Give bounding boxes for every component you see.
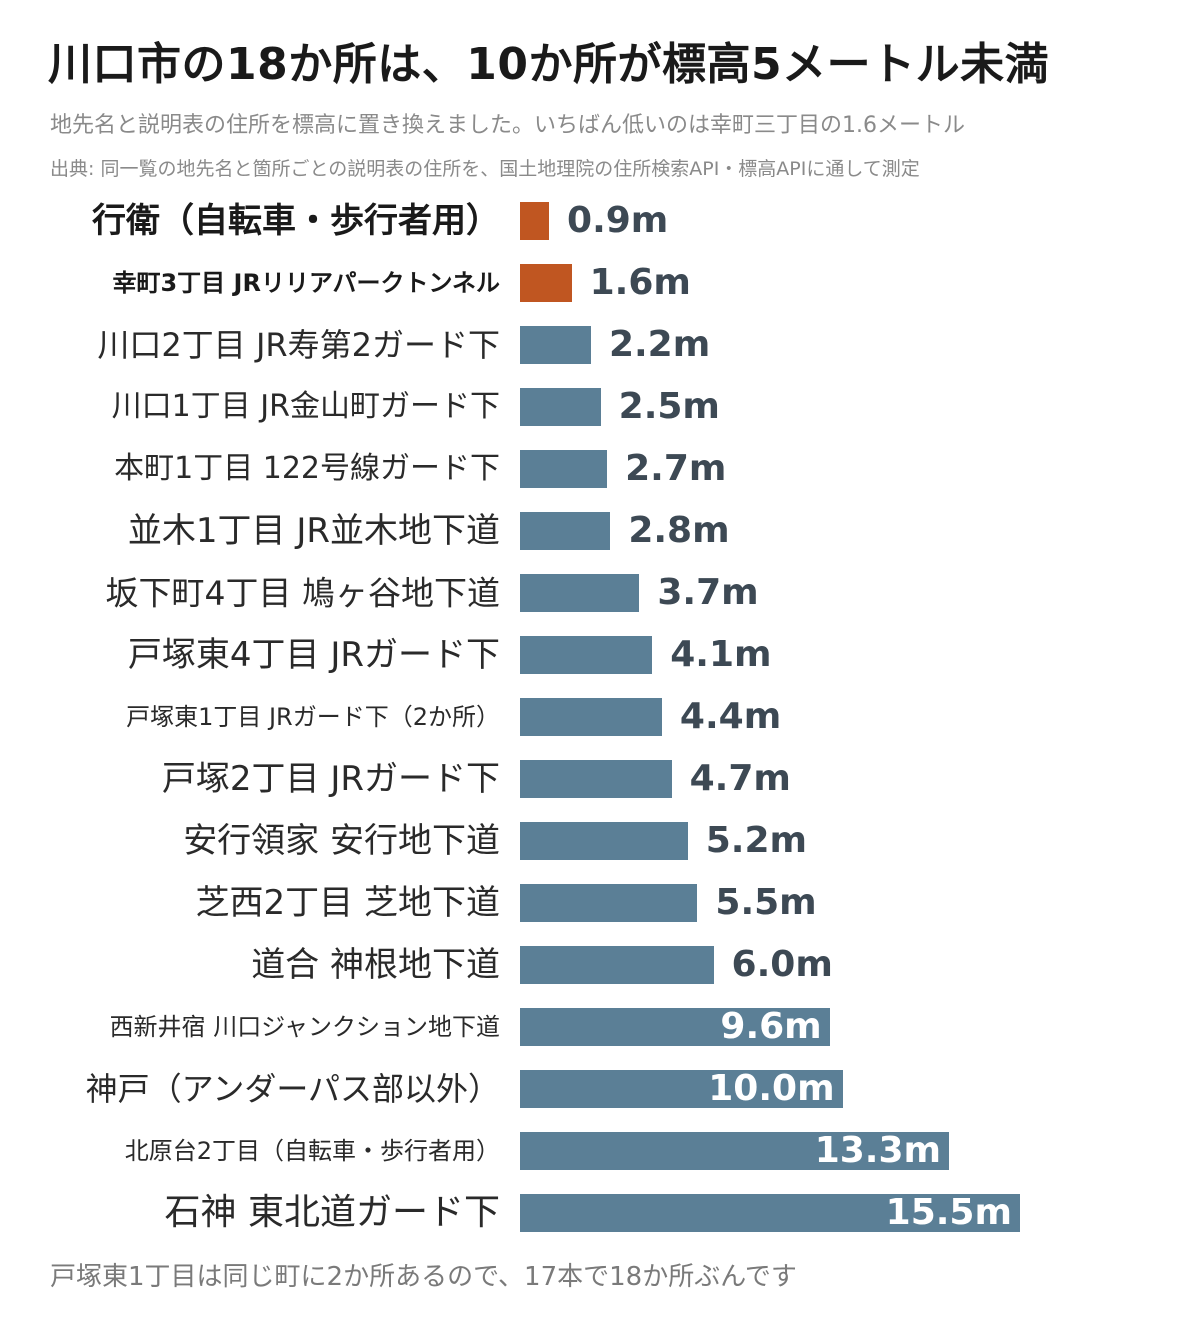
value-label: 2.8m: [628, 510, 730, 551]
value-label: 2.7m: [625, 448, 727, 489]
bar: [520, 326, 591, 364]
value-label: 13.3m: [814, 1130, 942, 1171]
category-label: 並木1丁目 JR並木地下道: [127, 511, 500, 551]
value-label: 0.9m: [567, 200, 669, 241]
bar: [520, 636, 653, 674]
value-label: 1.6m: [589, 262, 691, 303]
chart-subtitle: 地先名と説明表の住所を標高に置き換えました。いちばん低いのは幸町三丁目の1.6メ…: [50, 113, 965, 138]
category-label: 行衛（自転車・歩行者用）: [92, 201, 500, 241]
category-label: 神戸（アンダーパス部以外）: [85, 1070, 500, 1108]
category-label: 戸塚2丁目 JRガード下: [161, 759, 500, 799]
value-label: 5.2m: [705, 820, 808, 861]
bar: [520, 512, 611, 550]
value-label: 3.7m: [657, 572, 759, 613]
chart-title: 川口市の18か所は、10か所が標高5メートル未満: [48, 39, 1050, 90]
chart-source: 出典: 同一覧の地先名と箇所ごとの説明表の住所を、国土地理院の住所検索API・標…: [50, 158, 920, 180]
value-label: 5.5m: [715, 882, 817, 923]
bar: [520, 264, 572, 302]
bar: [520, 1070, 843, 1108]
category-label: 西新井宿 川口ジャンクション地下道: [109, 1013, 500, 1041]
chart-footnote: 戸塚東1丁目は同じ町に2か所あるので、17本で18か所ぶんです: [50, 1262, 797, 1292]
value-label: 15.5m: [885, 1192, 1012, 1233]
bar: [520, 450, 608, 488]
bar: [520, 1008, 830, 1046]
category-label: 道合 神根地下道: [251, 945, 500, 985]
value-label: 4.7m: [689, 758, 791, 799]
value-label: 4.1m: [670, 634, 772, 675]
value-label: 4.4m: [679, 696, 782, 737]
bar: [520, 202, 550, 240]
category-label: 幸町3丁目 JRリリアパークトンネル: [112, 269, 500, 297]
bar: [520, 946, 714, 984]
value-label: 2.5m: [618, 386, 720, 427]
bar: [520, 698, 662, 736]
bar: [520, 1194, 1020, 1232]
category-label: 安行領家 安行地下道: [183, 821, 500, 861]
value-label: 9.6m: [720, 1006, 822, 1047]
category-label: 戸塚東1丁目 JRガード下（2か所）: [126, 703, 500, 731]
bar: [520, 884, 698, 922]
category-label: 坂下町4丁目 鳩ヶ谷地下道: [105, 573, 501, 613]
category-label: 芝西2丁目 芝地下道: [195, 883, 500, 923]
bar: [520, 388, 601, 426]
bar: [520, 1132, 950, 1170]
value-label: 6.0m: [731, 944, 833, 985]
category-label: 北原台2丁目（自転車・歩行者用）: [124, 1137, 500, 1165]
bar: [520, 760, 672, 798]
category-label: 石神 東北道ガード下: [164, 1192, 500, 1233]
value-label: 2.2m: [608, 324, 711, 365]
bar: [520, 822, 688, 860]
category-label: 川口1丁目 JR金山町ガード下: [111, 389, 500, 424]
category-label: 本町1丁目 122号線ガード下: [114, 451, 500, 486]
bar: [520, 574, 640, 612]
category-label: 川口2丁目 JR寿第2ガード下: [97, 326, 500, 364]
category-label: 戸塚東4丁目 JRガード下: [127, 635, 500, 675]
value-label: 10.0m: [708, 1068, 835, 1109]
